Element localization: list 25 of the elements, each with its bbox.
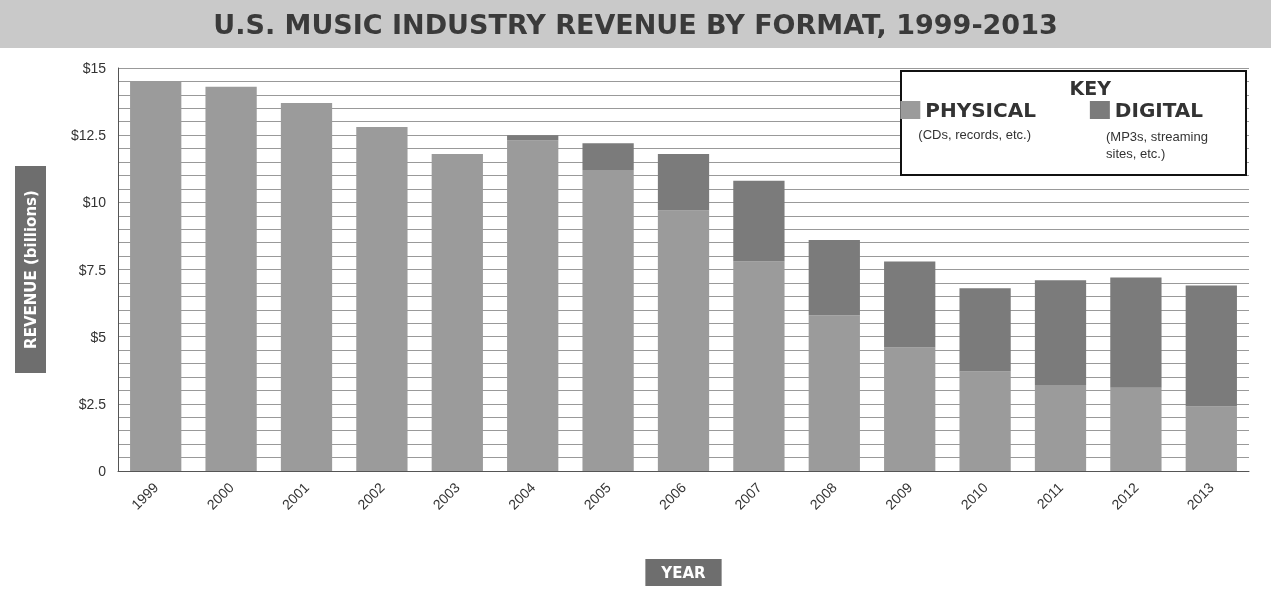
legend-label: DIGITAL: [1114, 98, 1217, 122]
y-tick-label: $7.5: [78, 261, 107, 278]
bar: [733, 180, 785, 262]
bar: [884, 261, 936, 348]
y-tick-label: $5: [90, 328, 107, 345]
x-axis-title: YEAR: [660, 563, 707, 582]
legend-label: PHYSICAL: [925, 98, 1050, 122]
bar: [1034, 280, 1087, 386]
bar: [959, 288, 1011, 372]
y-tick-label: $12.5: [70, 127, 107, 144]
legend-title: KEY: [1069, 76, 1112, 99]
bar: [1185, 285, 1237, 407]
bar: [582, 143, 634, 171]
y-tick-label: $2.5: [78, 395, 107, 412]
bar: [657, 153, 710, 211]
annotation: (CDs, records, etc.): [918, 127, 1031, 142]
bar: [808, 239, 860, 316]
y-tick-label: $15: [82, 60, 107, 76]
annotation: (MP3s, streaming sites, etc.): [1106, 129, 1212, 161]
y-tick-label: 0: [98, 463, 107, 479]
y-axis-title: REVENUE (billions): [21, 190, 40, 349]
y-tick-label: $10: [82, 194, 107, 211]
bar: [507, 135, 559, 141]
bar: [1110, 277, 1162, 388]
chart-title: U.S. MUSIC INDUSTRY REVENUE BY FORMAT, 1999-2013: [213, 9, 1058, 40]
